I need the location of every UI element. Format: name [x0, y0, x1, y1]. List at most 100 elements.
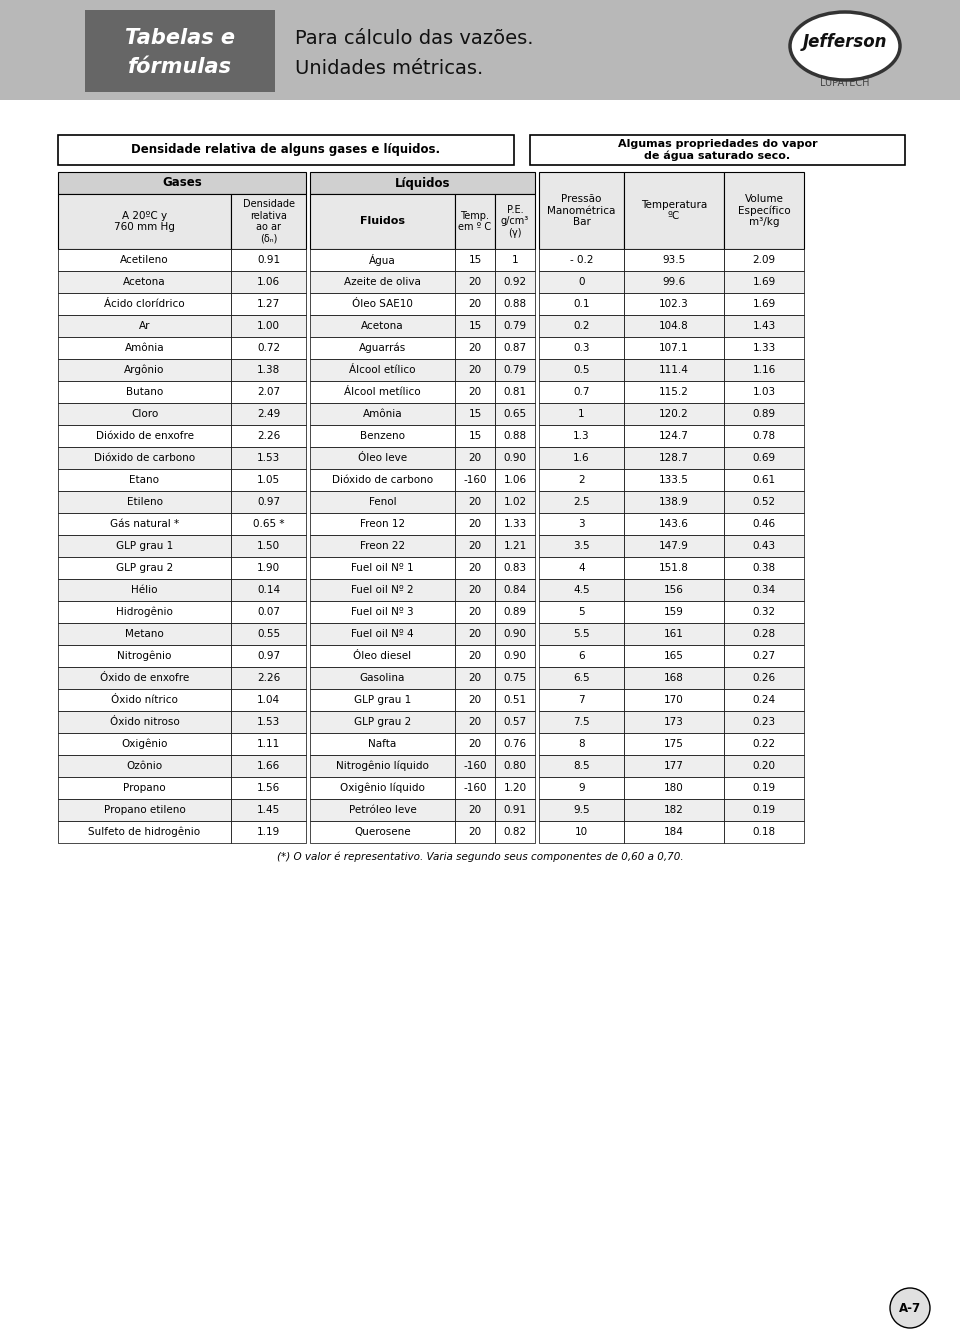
Bar [310, 360, 455, 381]
Text: 0.78: 0.78 [753, 432, 776, 441]
Bar [455, 557, 495, 579]
Text: 1.16: 1.16 [753, 365, 776, 376]
Text: Algumas propriedades do vapor
de água saturado seco.: Algumas propriedades do vapor de água sa… [617, 139, 817, 161]
Text: 184: 184 [664, 827, 684, 836]
Bar [724, 535, 804, 557]
Bar [724, 293, 804, 314]
Bar [58, 601, 231, 623]
Bar [455, 360, 495, 381]
Bar [724, 492, 804, 513]
Text: 5.5: 5.5 [573, 629, 589, 639]
Bar [58, 404, 231, 425]
Text: 0.79: 0.79 [503, 365, 527, 376]
Bar [724, 689, 804, 711]
Text: 1.02: 1.02 [503, 497, 527, 507]
Bar [231, 733, 306, 755]
Text: Azeite de oliva: Azeite de oliva [344, 277, 420, 286]
Text: Volume
Específico
m³/kg: Volume Específico m³/kg [737, 193, 790, 228]
Bar [495, 249, 535, 270]
Bar [58, 579, 231, 601]
Text: 0.92: 0.92 [503, 277, 527, 286]
Bar [231, 469, 306, 492]
Text: 0.97: 0.97 [257, 651, 280, 661]
Text: Metano: Metano [125, 629, 164, 639]
Bar [231, 667, 306, 689]
Ellipse shape [790, 12, 900, 80]
Text: 1.19: 1.19 [257, 827, 280, 836]
Text: 15: 15 [468, 254, 482, 265]
Text: 165: 165 [664, 651, 684, 661]
Text: 2.09: 2.09 [753, 254, 776, 265]
Text: 0.23: 0.23 [753, 717, 776, 727]
Text: 0.76: 0.76 [503, 739, 527, 749]
Bar [0, 100, 960, 103]
Text: Gasolina: Gasolina [360, 673, 405, 683]
Bar [495, 492, 535, 513]
Text: 2.49: 2.49 [257, 409, 280, 420]
Text: Oxigênio: Oxigênio [121, 739, 168, 749]
Text: 0.90: 0.90 [503, 629, 526, 639]
Text: 0.79: 0.79 [503, 321, 527, 330]
Text: 0.65 *: 0.65 * [252, 519, 284, 529]
Text: 7: 7 [578, 695, 585, 705]
Text: 8: 8 [578, 739, 585, 749]
Bar [495, 579, 535, 601]
Text: 138.9: 138.9 [660, 497, 689, 507]
Text: 0.72: 0.72 [257, 344, 280, 353]
Bar [231, 360, 306, 381]
Bar [624, 645, 724, 667]
Text: 1.20: 1.20 [503, 783, 527, 793]
Text: 1.05: 1.05 [257, 476, 280, 485]
Bar [310, 172, 535, 194]
Bar [455, 337, 495, 360]
Text: 0.52: 0.52 [753, 497, 776, 507]
Bar [724, 733, 804, 755]
Text: Propano: Propano [123, 783, 166, 793]
Bar [495, 337, 535, 360]
Text: Ozônio: Ozônio [127, 761, 162, 771]
Bar [539, 579, 624, 601]
Bar [724, 645, 804, 667]
Bar [495, 381, 535, 404]
Bar [310, 601, 455, 623]
Bar [495, 425, 535, 448]
Text: Gases: Gases [162, 177, 202, 189]
Text: Fuel oil Nº 3: Fuel oil Nº 3 [351, 607, 414, 617]
Bar [231, 293, 306, 314]
Bar [624, 360, 724, 381]
Text: 20: 20 [468, 344, 482, 353]
Text: 0.89: 0.89 [503, 607, 527, 617]
Bar [624, 579, 724, 601]
Bar [624, 448, 724, 469]
Text: Temperatura
ºC: Temperatura ºC [641, 200, 708, 221]
Text: 1.69: 1.69 [753, 298, 776, 309]
Bar [495, 469, 535, 492]
Text: -160: -160 [464, 783, 487, 793]
Bar [231, 579, 306, 601]
Text: 0.3: 0.3 [573, 344, 589, 353]
Text: 15: 15 [468, 432, 482, 441]
Text: 0.26: 0.26 [753, 673, 776, 683]
Bar [624, 249, 724, 270]
Bar [58, 667, 231, 689]
Bar [495, 623, 535, 645]
Bar [495, 667, 535, 689]
Text: 6.5: 6.5 [573, 673, 589, 683]
Bar [624, 777, 724, 799]
Bar [455, 535, 495, 557]
Text: 0.19: 0.19 [753, 783, 776, 793]
Bar [58, 337, 231, 360]
Text: 20: 20 [468, 629, 482, 639]
Bar [58, 513, 231, 535]
Text: 20: 20 [468, 805, 482, 815]
Text: 0.88: 0.88 [503, 432, 527, 441]
Bar [231, 314, 306, 337]
Bar [539, 492, 624, 513]
Text: 161: 161 [664, 629, 684, 639]
Bar [539, 755, 624, 777]
Bar [539, 623, 624, 645]
Text: 0.27: 0.27 [753, 651, 776, 661]
Text: Fenol: Fenol [369, 497, 396, 507]
Bar [724, 249, 804, 270]
Bar [495, 270, 535, 293]
